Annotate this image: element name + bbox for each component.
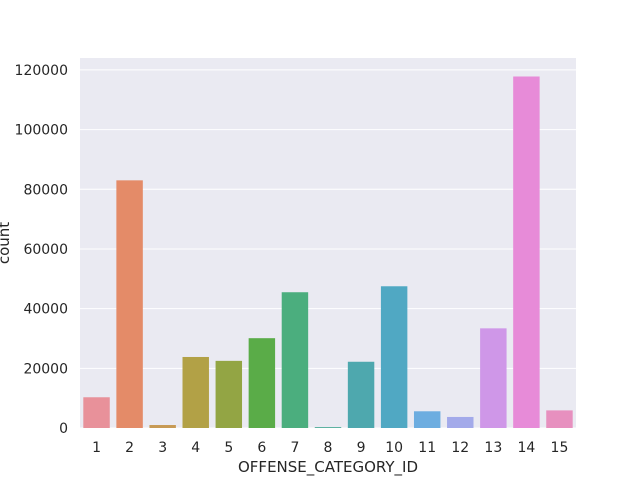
bar-8 [314, 427, 342, 428]
bar-10 [380, 286, 408, 428]
bar-14 [513, 76, 540, 428]
bar-6 [248, 338, 276, 428]
y-tick-label: 20000 [23, 361, 68, 377]
x-tick-label: 2 [125, 440, 134, 456]
x-tick-label: 7 [290, 440, 299, 456]
y-tick-label: 120000 [15, 63, 68, 79]
x-tick-label: 3 [158, 440, 167, 456]
x-tick-label: 1 [92, 440, 101, 456]
x-tick-label: 15 [551, 440, 569, 456]
x-tick-label: 5 [224, 440, 233, 456]
bar-13 [480, 328, 507, 428]
y-tick-label: 100000 [15, 123, 68, 139]
y-tick-label: 60000 [23, 242, 68, 258]
bar-5 [215, 360, 243, 428]
bar-7 [281, 292, 309, 428]
bar-9 [347, 361, 375, 428]
x-tick-label: 9 [357, 440, 366, 456]
x-tick-label: 8 [324, 440, 333, 456]
x-tick-labels: 1 2 3 4 5 6 7 8 9 10 11 12 13 14 15 [92, 440, 568, 456]
x-tick-label: 4 [191, 440, 200, 456]
y-tick-label: 80000 [23, 182, 68, 198]
x-tick-label: 10 [385, 440, 403, 456]
bar-15 [546, 410, 573, 428]
bar-11 [413, 411, 441, 428]
x-tick-label: 13 [484, 440, 502, 456]
bar-12 [447, 416, 474, 428]
y-axis-label: count [0, 222, 13, 264]
bars [83, 76, 573, 428]
x-tick-label: 14 [517, 440, 535, 456]
x-tick-label: 11 [418, 440, 436, 456]
bar-4 [182, 356, 209, 428]
x-tick-label: 6 [257, 440, 266, 456]
y-tick-label: 40000 [23, 302, 68, 318]
x-axis-label: OFFENSE_CATEGORY_ID [238, 458, 418, 477]
bar-1 [83, 397, 110, 428]
bar-3 [149, 425, 176, 428]
y-tick-labels: 0 20000 40000 60000 80000 100000 120000 [15, 63, 68, 437]
x-tick-label: 12 [451, 440, 469, 456]
bar-2 [116, 180, 143, 428]
y-tick-label: 0 [59, 421, 68, 437]
